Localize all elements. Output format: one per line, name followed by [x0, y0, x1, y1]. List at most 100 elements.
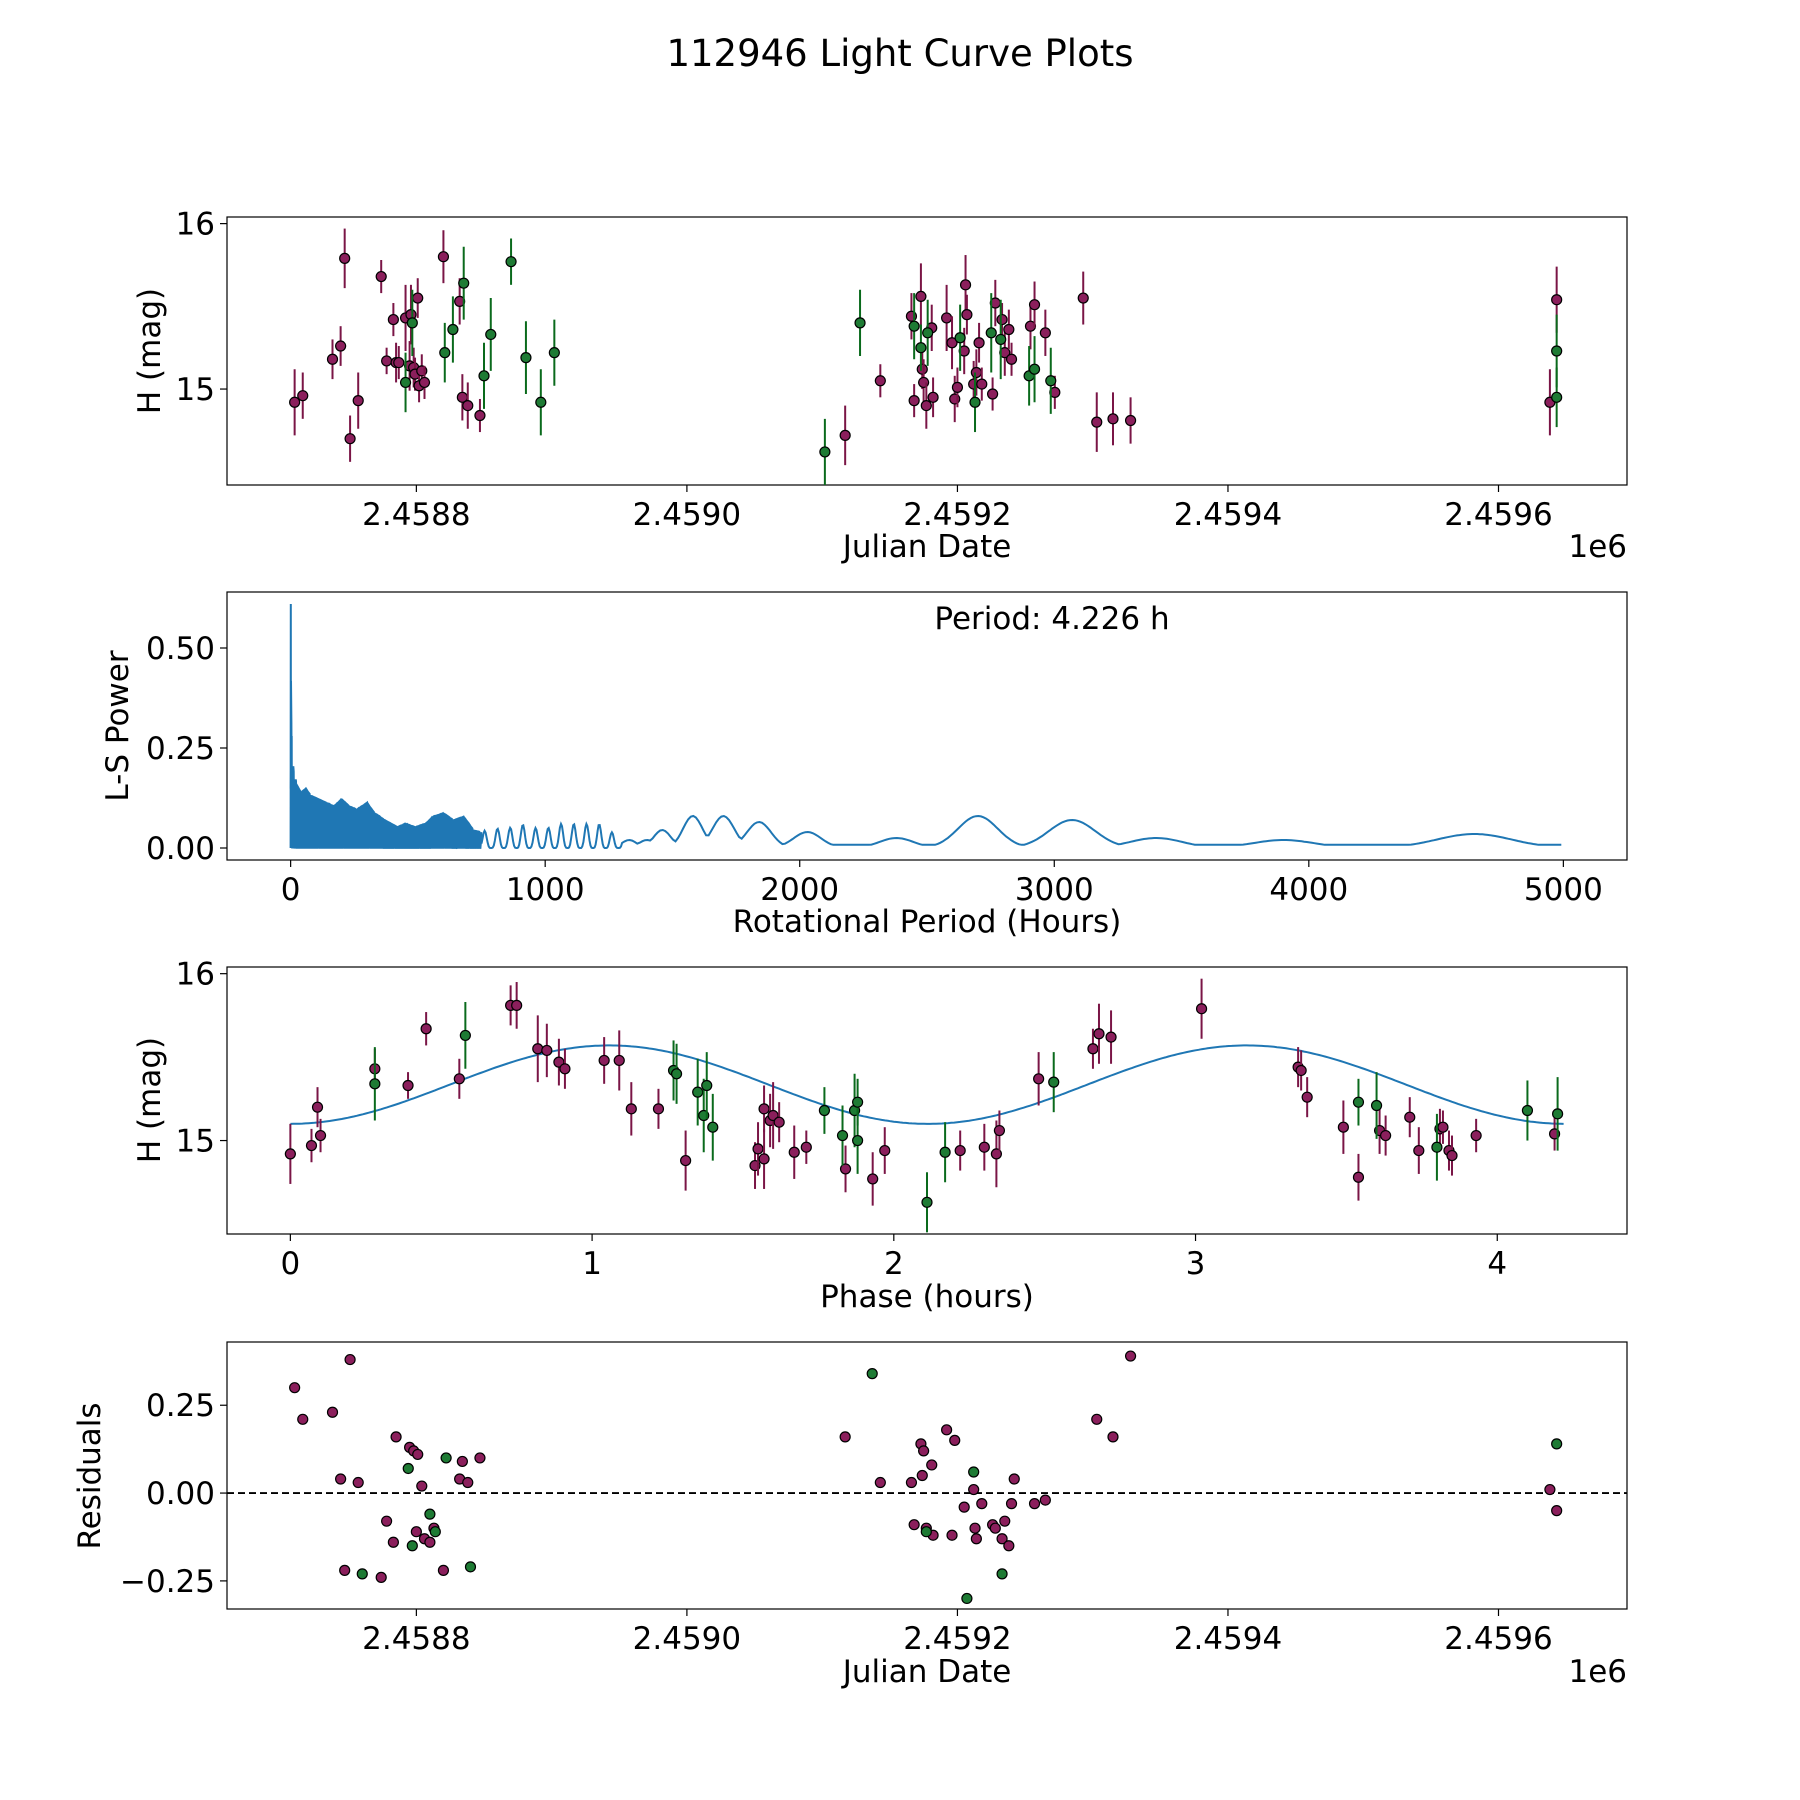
ztf-data-point [416, 1480, 428, 1492]
atlas-data-point [852, 1134, 864, 1147]
x-tick-label: 2.4594 [1174, 1621, 1282, 1657]
ztf-data-point [1105, 1031, 1117, 1043]
atlas-data-point [866, 1368, 878, 1380]
x-tick-label: 2.4596 [1444, 497, 1552, 533]
ztf-data-point [1091, 1413, 1103, 1425]
ztf-data-point [1028, 1498, 1041, 1510]
atlas-data-point [908, 320, 920, 332]
ztf-data-point [959, 279, 972, 291]
ztf-data-point [326, 353, 339, 365]
atlas-data-point [985, 327, 997, 339]
ztf-data-point [752, 1143, 764, 1155]
atlas-data-point [459, 1029, 471, 1042]
ztf-data-point [1352, 1171, 1365, 1183]
ztf-data-point [946, 1529, 958, 1541]
ztf-data-point [297, 390, 309, 402]
ztf-data-point [453, 1073, 465, 1085]
x-tick-label: 1 [582, 1246, 602, 1282]
ztf-data-point [1008, 1473, 1020, 1485]
x-tick-label: 0 [280, 1246, 300, 1282]
atlas-data-point [670, 1068, 683, 1080]
ztf-data-point [996, 1533, 1008, 1545]
y-tick-label: 0.00 [146, 831, 215, 867]
x-tick-label: 2.4590 [633, 497, 741, 533]
atlas-data-point [458, 277, 470, 289]
x-tick-label: 1000 [506, 872, 585, 908]
ztf-data-point [773, 1116, 785, 1128]
x-tick-label: 2 [884, 1246, 904, 1282]
panel-residuals: 2.4588 2.4590 2.4592 2.4594 2.4596 −0.25 0.00 0… [72, 1341, 1628, 1690]
x-tick-label: 5000 [1524, 872, 1603, 908]
ztf-data-point [941, 1424, 953, 1436]
ztf-data-point [474, 409, 486, 422]
phased-data-marks [284, 978, 1564, 1233]
ztf-data-point [462, 1476, 474, 1489]
atlas-data-point [692, 1086, 704, 1098]
atlas-data-point [1521, 1104, 1534, 1117]
ztf-data-point [381, 355, 393, 367]
atlas-data-point [1551, 1438, 1563, 1450]
ztf-data-point [284, 1148, 296, 1160]
ztf-data-point [874, 375, 886, 387]
x-tick-label: 2.4592 [903, 1621, 1011, 1657]
ztf-data-point [652, 1103, 665, 1115]
y-axis-label-residuals: Residuals [72, 1402, 108, 1549]
ztf-data-point [420, 1023, 432, 1035]
atlas-data-point [1048, 1076, 1060, 1088]
ztf-data-point [1295, 1064, 1307, 1077]
ztf-data-point [976, 1498, 988, 1510]
y-tick-label: −0.25 [120, 1564, 215, 1600]
atlas-data-point [464, 1561, 477, 1573]
ztf-data-point [559, 1063, 571, 1075]
atlas-data-point [548, 347, 560, 359]
ztf-data-point [968, 1483, 980, 1496]
ztf-data-point [1437, 1121, 1449, 1133]
ztf-data-point [1551, 1505, 1563, 1517]
ztf-data-point [1093, 1028, 1105, 1040]
atlas-data-point [402, 1462, 414, 1475]
ztf-data-point [926, 1459, 938, 1471]
atlas-data-point [954, 332, 966, 344]
ztf-data-point [412, 292, 424, 304]
ztf-data-point [839, 1431, 851, 1443]
ztf-data-point [927, 391, 939, 403]
atlas-data-point [369, 1078, 381, 1090]
x-tick-label: 2.4594 [1174, 497, 1282, 533]
y-tick-label: 0.25 [146, 1388, 215, 1424]
atlas-data-point [1370, 1099, 1383, 1112]
atlas-data-point [406, 317, 418, 329]
atlas-data-point [1028, 363, 1041, 375]
atlas-data-point [478, 370, 490, 382]
atlas-data-point [356, 1568, 368, 1580]
atlas-data-point [915, 342, 927, 354]
ztf-data-point [1470, 1129, 1482, 1142]
atlas-data-point [406, 1540, 418, 1552]
ztf-data-point [344, 1353, 356, 1366]
ztf-data-point [999, 1515, 1011, 1527]
axes-frame-periodogram [226, 591, 1628, 861]
ztf-data-point [402, 1079, 414, 1092]
sinusoid-fit-line [290, 1044, 1564, 1125]
atlas-data-point [852, 1096, 864, 1108]
ztf-data-point [1039, 1494, 1051, 1506]
ztf-data-point [970, 1533, 982, 1545]
ztf-data-point [1005, 353, 1018, 365]
ztf-data-point [1337, 1121, 1349, 1133]
atlas-data-point [836, 1129, 849, 1142]
atlas-data-point [1431, 1141, 1443, 1153]
y-tick-label: 16 [176, 957, 215, 993]
ztf-data-point [987, 388, 999, 400]
x-tick-label: 2000 [760, 872, 839, 908]
ztf-data-point [839, 429, 851, 441]
ztf-data-point [305, 1139, 318, 1152]
panel-observed: 2.4588 2.4590 2.4592 2.4594 2.4596 15 16 Julia… [132, 207, 1628, 565]
ztf-data-point [978, 1141, 990, 1153]
y-tick-label: 15 [176, 372, 215, 408]
ztf-data-point [954, 1144, 966, 1157]
atlas-data-point [939, 1146, 951, 1158]
ztf-data-point [387, 313, 399, 326]
x-tick-label: 2.4588 [362, 497, 470, 533]
ztf-data-point [874, 1476, 886, 1489]
ztf-data-point [1124, 414, 1137, 427]
ztf-data-point [989, 1522, 1001, 1534]
